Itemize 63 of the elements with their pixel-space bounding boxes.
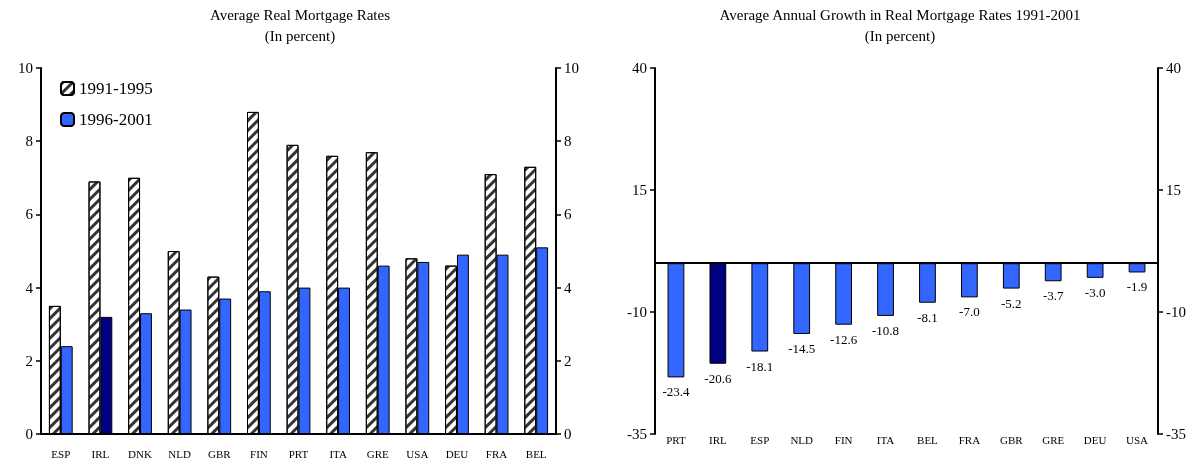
- y2-tick-label: 15: [1166, 182, 1181, 198]
- data-label: -14.5: [788, 340, 816, 356]
- y2-tick-label: 40: [1166, 60, 1181, 76]
- y-tick-label: 4: [25, 279, 34, 296]
- chart-title: Average Real Mortgage Rates: [209, 6, 391, 23]
- y-tick-label: 2: [25, 352, 33, 369]
- y2-tick-label: 2: [564, 352, 572, 369]
- y2-tick-label: 8: [564, 133, 572, 150]
- x-tick-label: DNK: [128, 447, 152, 460]
- chart-title: Average Annual Growth in Real Mortgage Rates 1991-2001: [719, 6, 1081, 23]
- y2-tick-label: -35: [1166, 426, 1186, 442]
- x-tick-label: IRL: [91, 447, 110, 460]
- x-tick-label: GBR: [207, 447, 232, 460]
- x-tick-label: GRE: [1042, 433, 1065, 446]
- data-label: -3.0: [1084, 284, 1106, 300]
- x-tick-label: GBR: [999, 433, 1024, 446]
- y2-tick-label: -10: [1166, 304, 1186, 320]
- y-tick-label: 10: [18, 60, 33, 76]
- x-tick-label: BEL: [525, 447, 547, 460]
- data-label: -23.4: [662, 384, 690, 400]
- y-tick-label: 6: [25, 206, 34, 223]
- x-tick-label: ESP: [51, 447, 71, 460]
- x-tick-label: FIN: [250, 447, 268, 460]
- y2-tick-label: 10: [564, 60, 579, 76]
- x-tick-label: FRA: [485, 447, 508, 460]
- data-label: -5.2: [1000, 295, 1022, 311]
- x-tick-label: GRE: [366, 447, 390, 460]
- data-label: -10.8: [871, 322, 900, 338]
- y-tick-label: -10: [627, 304, 647, 320]
- x-tick-label: ITA: [876, 433, 895, 446]
- y2-tick-label: 0: [564, 426, 572, 442]
- x-tick-label: DEU: [1083, 433, 1107, 446]
- x-tick-label: USA: [1126, 433, 1149, 446]
- x-tick-label: PRT: [666, 433, 686, 446]
- x-tick-label: FIN: [834, 433, 853, 446]
- y-tick-label: 15: [632, 182, 647, 198]
- legend-label: 1991-1995: [79, 79, 153, 98]
- x-tick-label: ITA: [329, 447, 347, 460]
- data-label: -3.7: [1042, 288, 1064, 304]
- x-tick-label: NLD: [168, 447, 192, 460]
- legend-label: 1996-2001: [79, 110, 153, 129]
- chart-subtitle: (In percent): [264, 27, 336, 45]
- y-tick-label: 40: [632, 60, 647, 76]
- x-tick-label: BEL: [917, 433, 939, 446]
- x-tick-label: USA: [406, 447, 429, 460]
- y-tick-label: 0: [25, 426, 33, 442]
- data-label: -18.1: [746, 358, 774, 374]
- y-tick-label: -35: [627, 426, 647, 442]
- data-label: -8.1: [917, 309, 938, 325]
- x-tick-label: PRT: [288, 447, 309, 460]
- data-label: -1.9: [1126, 279, 1148, 295]
- y-tick-label: 8: [25, 133, 33, 150]
- x-tick-label: DEU: [445, 447, 469, 460]
- x-tick-label: FRA: [958, 433, 981, 446]
- chart-subtitle: (In percent): [864, 27, 936, 45]
- data-label: -7.0: [959, 304, 980, 320]
- y2-tick-label: 6: [564, 206, 572, 223]
- x-tick-label: IRL: [709, 433, 728, 446]
- x-tick-label: ESP: [750, 433, 770, 446]
- data-label: -12.6: [830, 331, 858, 347]
- y2-tick-label: 4: [564, 279, 572, 296]
- x-tick-label: NLD: [790, 433, 814, 446]
- data-label: -20.6: [704, 370, 732, 386]
